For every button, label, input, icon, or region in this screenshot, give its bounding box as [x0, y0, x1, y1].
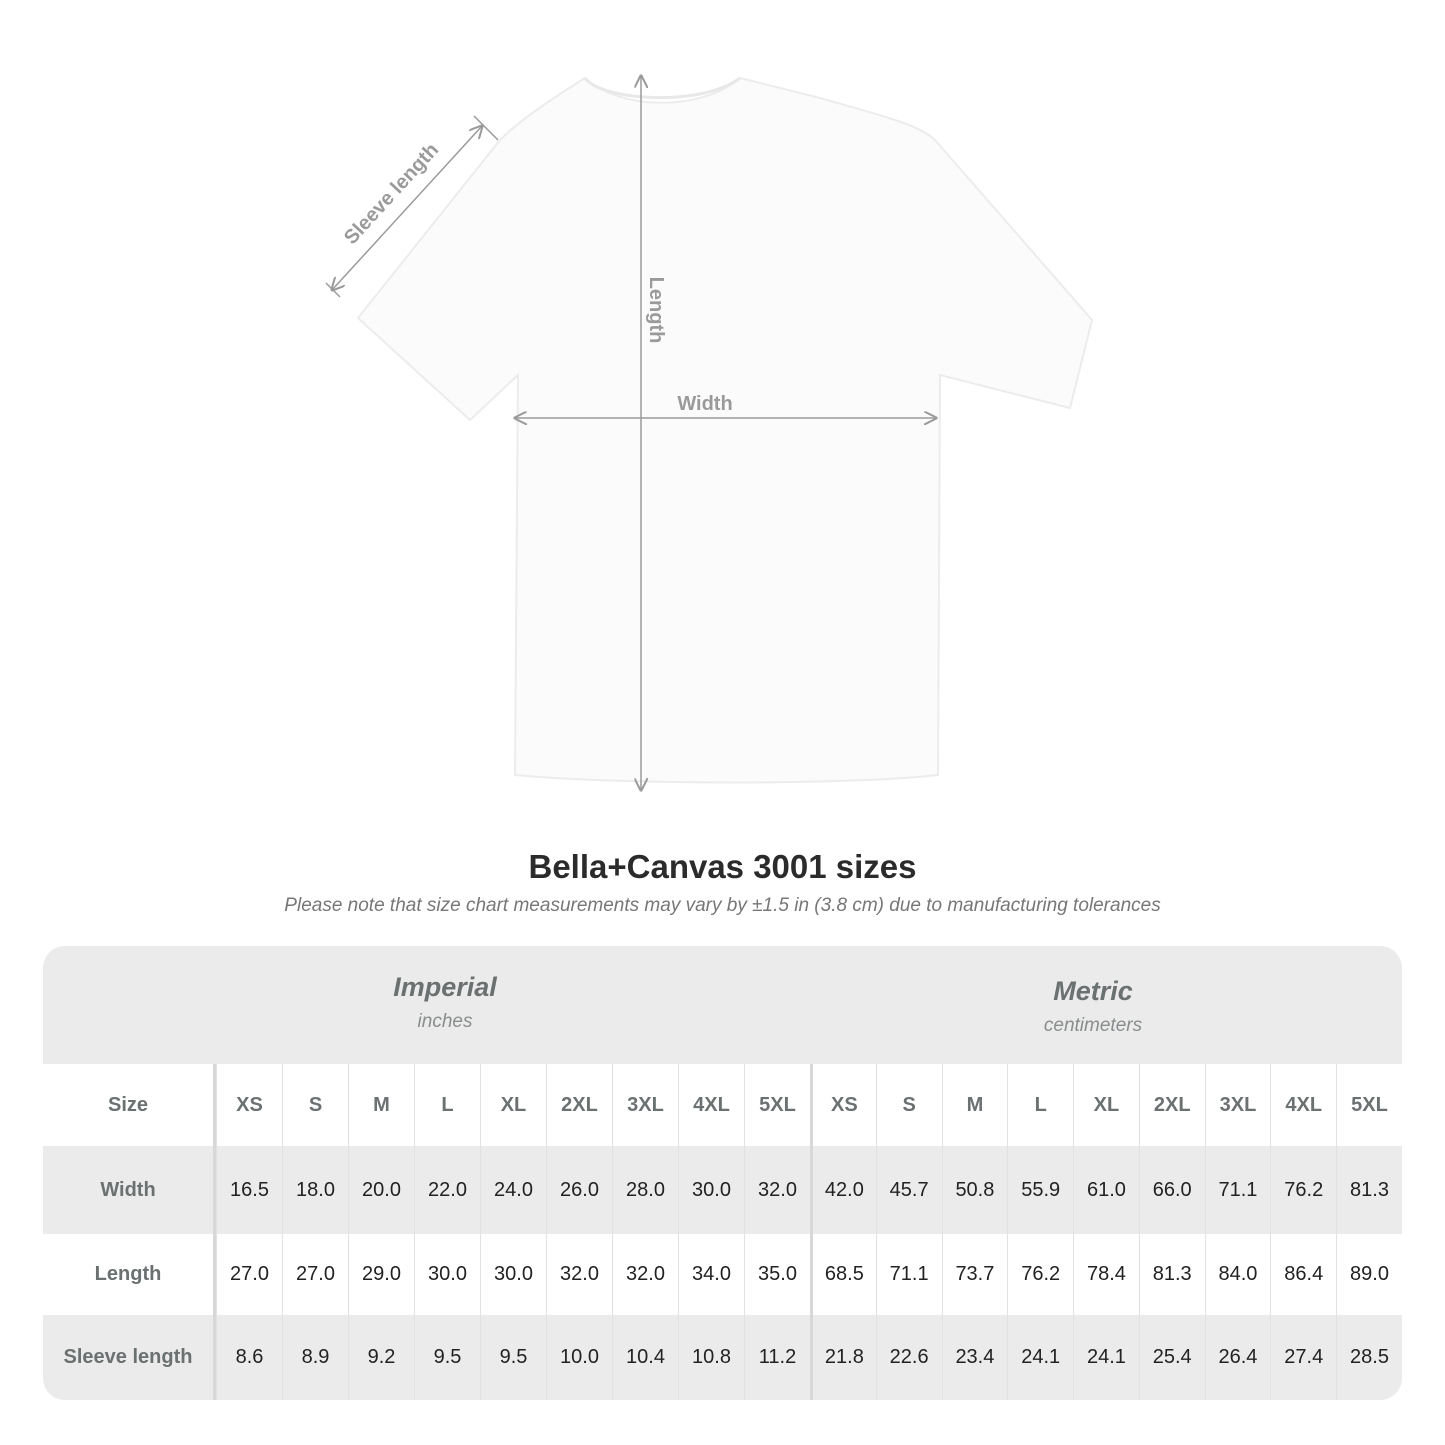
size-chart-table: Imperial inches Metric centimeters Size X…	[43, 946, 1402, 1400]
size-header-metric: L	[1007, 1064, 1074, 1146]
metric-value: 42.0	[810, 1146, 876, 1234]
size-header-row: Size XS S M L XL 2XL 3XL 4XL 5XL XS S M L XL 2XL 3XL 4XL 5…	[43, 1064, 1402, 1146]
size-header-imperial: 5XL	[744, 1064, 810, 1146]
size-header-metric: S	[875, 1064, 942, 1146]
metric-value: 50.8	[941, 1146, 1008, 1234]
metric-value: 68.5	[810, 1234, 876, 1315]
length-label: Length	[645, 277, 667, 344]
size-label: Size	[43, 1064, 216, 1146]
size-header-imperial: S	[282, 1064, 348, 1146]
size-header-metric: 2XL	[1138, 1064, 1205, 1146]
metric-value: 27.4	[1270, 1315, 1337, 1400]
imperial-value: 29.0	[348, 1234, 414, 1315]
metric-value: 55.9	[1007, 1146, 1074, 1234]
table-row: Width 16.5 18.0 20.0 22.0 24.0 26.0 28.0 30.0 32.…	[43, 1146, 1402, 1234]
width-label: Width	[677, 393, 732, 415]
metric-unit: centimeters	[1043, 1015, 1143, 1036]
imperial-value: 9.5	[480, 1315, 546, 1400]
imperial-value: 11.2	[744, 1315, 810, 1400]
imperial-value: 10.8	[678, 1315, 744, 1400]
metric-value: 76.2	[1007, 1234, 1074, 1315]
metric-value: 71.1	[1204, 1146, 1271, 1234]
imperial-value: 16.5	[216, 1146, 282, 1234]
metric-value: 28.5	[1336, 1315, 1402, 1400]
metric-value: 81.3	[1138, 1234, 1205, 1315]
size-header-metric: M	[941, 1064, 1008, 1146]
imperial-value: 20.0	[348, 1146, 414, 1234]
size-header-imperial: 3XL	[612, 1064, 678, 1146]
metric-value: 24.1	[1073, 1315, 1139, 1400]
imperial-value: 18.0	[282, 1146, 348, 1234]
metric-value: 84.0	[1204, 1234, 1271, 1315]
imperial-value: 32.0	[744, 1146, 810, 1234]
metric-value: 66.0	[1138, 1146, 1205, 1234]
size-header-metric: 5XL	[1336, 1064, 1402, 1146]
size-header-imperial: M	[348, 1064, 414, 1146]
metric-value: 81.3	[1336, 1146, 1402, 1234]
metric-value: 71.1	[875, 1234, 942, 1315]
row-label: Sleeve length	[43, 1315, 216, 1400]
size-header-imperial: XS	[216, 1064, 282, 1146]
imperial-value: 8.9	[282, 1315, 348, 1400]
row-label: Width	[43, 1146, 216, 1234]
imperial-value: 34.0	[678, 1234, 744, 1315]
imperial-value: 30.0	[480, 1234, 546, 1315]
metric-value: 76.2	[1270, 1146, 1337, 1234]
table-row: Length 27.0 27.0 29.0 30.0 30.0 32.0 32.0 34.0 35…	[43, 1234, 1402, 1315]
metric-value: 21.8	[810, 1315, 876, 1400]
metric-value: 22.6	[875, 1315, 942, 1400]
imperial-header: Imperial inches	[216, 946, 674, 1064]
imperial-value: 27.0	[216, 1234, 282, 1315]
imperial-unit: inches	[417, 1011, 473, 1032]
page-title: Bella+Canvas 3001 sizes	[528, 848, 917, 885]
imperial-value: 9.2	[348, 1315, 414, 1400]
metric-value: 61.0	[1073, 1146, 1139, 1234]
imperial-value: 9.5	[414, 1315, 480, 1400]
metric-value: 78.4	[1073, 1234, 1139, 1315]
imperial-value: 10.0	[546, 1315, 612, 1400]
imperial-value: 35.0	[744, 1234, 810, 1315]
imperial-value: 8.6	[216, 1315, 282, 1400]
metric-value: 89.0	[1336, 1234, 1402, 1315]
metric-value: 25.4	[1138, 1315, 1205, 1400]
metric-value: 45.7	[875, 1146, 942, 1234]
imperial-value: 22.0	[414, 1146, 480, 1234]
table-row: Sleeve length 8.6 8.9 9.2 9.5 9.5 10.0 10.4 10.8…	[43, 1315, 1402, 1400]
size-header-imperial: L	[414, 1064, 480, 1146]
sleeve-arrow	[332, 126, 482, 290]
size-header-metric: 4XL	[1270, 1064, 1337, 1146]
imperial-value: 24.0	[480, 1146, 546, 1234]
page-subtitle: Please note that size chart measurements…	[284, 895, 1161, 916]
metric-header: Metric centimeters	[868, 946, 1318, 1064]
size-header-metric: XS	[810, 1064, 876, 1146]
imperial-value: 26.0	[546, 1146, 612, 1234]
imperial-value: 32.0	[612, 1234, 678, 1315]
imperial-value: 27.0	[282, 1234, 348, 1315]
imperial-value: 10.4	[612, 1315, 678, 1400]
metric-title: Metric	[1053, 976, 1133, 1006]
row-label: Length	[43, 1234, 216, 1315]
metric-value: 23.4	[941, 1315, 1008, 1400]
size-header-metric: XL	[1073, 1064, 1139, 1146]
imperial-value: 30.0	[678, 1146, 744, 1234]
imperial-title: Imperial	[393, 972, 497, 1002]
size-header-imperial: 2XL	[546, 1064, 612, 1146]
metric-value: 24.1	[1007, 1315, 1074, 1400]
imperial-value: 32.0	[546, 1234, 612, 1315]
size-header-metric: 3XL	[1204, 1064, 1271, 1146]
size-header-imperial: 4XL	[678, 1064, 744, 1146]
metric-value: 73.7	[941, 1234, 1008, 1315]
imperial-value: 30.0	[414, 1234, 480, 1315]
imperial-value: 28.0	[612, 1146, 678, 1234]
tshirt-image	[356, 76, 1094, 784]
size-header-imperial: XL	[480, 1064, 546, 1146]
metric-value: 86.4	[1270, 1234, 1337, 1315]
metric-value: 26.4	[1204, 1315, 1271, 1400]
tshirt-diagram: Width Length Sleeve length	[325, 0, 1094, 800]
